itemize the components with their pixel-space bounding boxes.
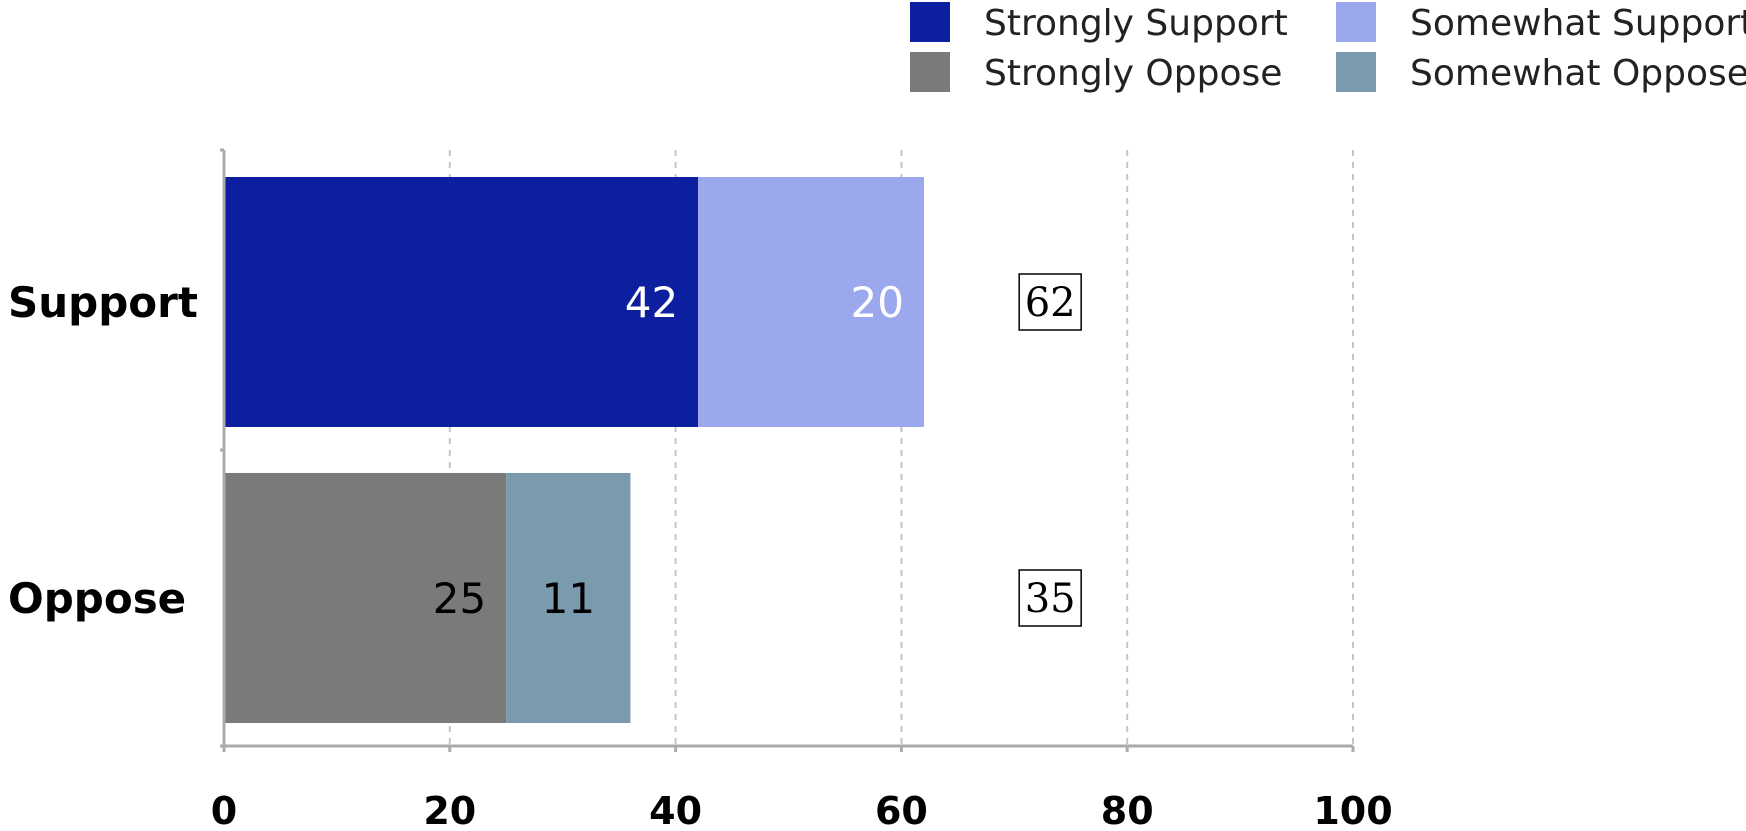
- bar-support-strongly-support: [224, 177, 699, 427]
- data-label-oppose-strongly-oppose: 25: [433, 574, 486, 623]
- data-label-support-somewhat-support: 20: [851, 278, 904, 327]
- bar-support-somewhat-support: [698, 177, 924, 427]
- data-label-support-strongly-support: 42: [625, 278, 678, 327]
- bar-oppose-somewhat-oppose: [506, 473, 631, 723]
- legend-swatch-strongly-oppose: [910, 52, 950, 92]
- legend-label-strongly-oppose: Strongly Oppose: [984, 53, 1282, 94]
- legend-label-strongly-support: Strongly Support: [984, 3, 1288, 44]
- legend-swatch-strongly-support: [910, 2, 950, 42]
- legend-swatch-somewhat-support: [1336, 2, 1376, 42]
- total-label-oppose: 35: [1025, 576, 1076, 622]
- total-box-support: [1018, 273, 1082, 331]
- category-label-oppose: Oppose: [8, 574, 186, 623]
- legend-swatch-somewhat-oppose: [1336, 52, 1376, 92]
- bar-oppose-strongly-oppose: [224, 473, 507, 723]
- x-tick-label-0: 0: [211, 789, 237, 831]
- bars: [224, 177, 924, 723]
- legend: Strongly Support Somewhat Support Strongly…: [910, 2, 1746, 94]
- labels: 42 20 62 Support 25 11 35 Oppose: [8, 273, 1082, 627]
- data-label-oppose-somewhat-oppose: 11: [542, 574, 595, 623]
- x-tick-label-80: 80: [1101, 789, 1154, 831]
- total-label-support: 62: [1025, 280, 1076, 326]
- x-tick-label-100: 100: [1313, 789, 1392, 831]
- total-box-oppose: [1018, 569, 1082, 627]
- legend-label-somewhat-oppose: Somewhat Oppose: [1410, 53, 1746, 94]
- x-tick-label-40: 40: [649, 789, 702, 831]
- x-tick-label-20: 20: [423, 789, 476, 831]
- x-tick-label-60: 60: [875, 789, 928, 831]
- category-label-support: Support: [8, 278, 198, 327]
- legend-label-somewhat-support: Somewhat Support: [1410, 3, 1746, 44]
- axes: 0 20 40 60 80 100: [211, 148, 1393, 831]
